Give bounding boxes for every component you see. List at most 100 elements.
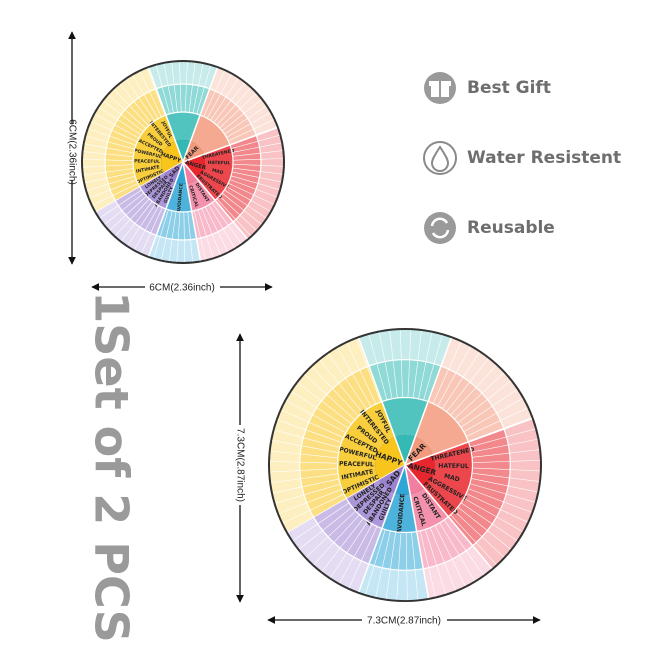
core	[183, 141, 204, 162]
slice-line	[88, 128, 136, 146]
slice-line	[232, 158, 283, 161]
slice-line	[205, 206, 228, 252]
third-ring	[368, 359, 442, 402]
core	[379, 465, 405, 493]
slice-line	[228, 182, 274, 205]
outer-ring	[288, 517, 369, 592]
ring-line	[299, 359, 511, 571]
core	[405, 465, 425, 495]
slice-line	[454, 510, 504, 558]
slice-line	[297, 382, 352, 425]
wheel-label: HATEFUL	[208, 160, 231, 166]
core	[405, 437, 433, 465]
slice-line	[313, 514, 360, 565]
slice-line	[430, 527, 456, 591]
slice-line	[221, 99, 262, 132]
slice-line	[442, 352, 480, 409]
slice-line	[224, 189, 267, 219]
slice-line	[450, 365, 497, 416]
middle-ring	[410, 487, 449, 532]
slice-line	[434, 525, 466, 586]
slice-line	[471, 472, 540, 482]
slice-line	[226, 186, 271, 212]
slice-line	[418, 332, 433, 399]
slice-line	[385, 531, 396, 599]
slice-line	[271, 473, 339, 483]
size-label: 6CM(2.36inch)	[149, 283, 215, 294]
slice-line	[457, 506, 511, 550]
slice-line	[121, 201, 153, 241]
third-ring	[448, 428, 511, 546]
middle-ring	[381, 492, 417, 533]
slice-line	[183, 211, 186, 262]
third-ring	[200, 88, 257, 145]
slice-line	[460, 502, 518, 541]
slice-line	[139, 71, 162, 117]
slice-line	[179, 62, 182, 113]
slice-line	[98, 107, 142, 136]
slice-line	[216, 198, 251, 236]
slice-line	[450, 514, 497, 565]
emotion-wheel: HAPPYOPTIMISTICINTIMATEPEACEFULPOWERFULA…	[268, 328, 542, 602]
slice-line	[339, 523, 373, 584]
slice-line	[86, 135, 135, 150]
third-ring	[215, 135, 261, 222]
outer-ring	[358, 563, 429, 600]
slice-line	[176, 211, 181, 262]
slice-line	[389, 330, 398, 398]
middle-ring	[165, 111, 201, 142]
slice-line	[193, 210, 206, 260]
slice-line	[83, 168, 134, 176]
quantity-label: 1Set of 2 PCS	[85, 291, 139, 642]
slice-line	[328, 353, 368, 410]
middle-ring	[165, 182, 192, 213]
middle-ring	[346, 479, 395, 529]
slice-line	[278, 488, 343, 514]
slice-line	[330, 521, 368, 578]
dimension-lines	[68, 31, 541, 624]
slice-line	[141, 207, 163, 254]
slice-line	[103, 100, 144, 132]
slice-line	[226, 112, 271, 138]
slice-line	[472, 449, 540, 458]
ring-line	[104, 83, 262, 241]
slice-line	[109, 195, 147, 231]
slice-line	[184, 62, 188, 113]
slice-line	[188, 62, 196, 113]
outer-ring	[270, 338, 369, 533]
slice-line	[423, 335, 443, 401]
slice-line	[346, 343, 377, 405]
slice-line	[91, 121, 138, 142]
wheel-label: HATEFUL	[438, 463, 469, 471]
slice-line	[469, 428, 536, 448]
slice-line	[232, 150, 283, 157]
slice-line	[291, 391, 349, 429]
slice-line	[419, 530, 436, 597]
slice-line	[99, 189, 142, 219]
slice-line	[163, 63, 174, 113]
middle-ring	[139, 173, 176, 209]
slice-line	[469, 483, 535, 503]
slice-line	[437, 346, 471, 407]
core	[175, 140, 191, 162]
slice-line	[119, 84, 152, 124]
slice-line	[281, 409, 344, 438]
slice-line	[211, 202, 242, 244]
slice-line	[232, 163, 283, 167]
slice-line	[216, 88, 251, 126]
slice-line	[463, 398, 523, 433]
slice-line	[472, 459, 540, 463]
slice-line	[270, 468, 338, 473]
slice-line	[466, 493, 528, 523]
slice-line	[87, 175, 136, 191]
slice-line	[213, 83, 245, 123]
slice-line	[457, 380, 511, 424]
slice-line	[319, 359, 363, 413]
slice-line	[277, 419, 342, 443]
slice-line	[83, 151, 134, 158]
slice-line	[206, 74, 232, 119]
core	[163, 162, 183, 183]
slice-line	[396, 532, 402, 600]
slice-line	[84, 143, 134, 154]
slice-line	[407, 330, 412, 398]
